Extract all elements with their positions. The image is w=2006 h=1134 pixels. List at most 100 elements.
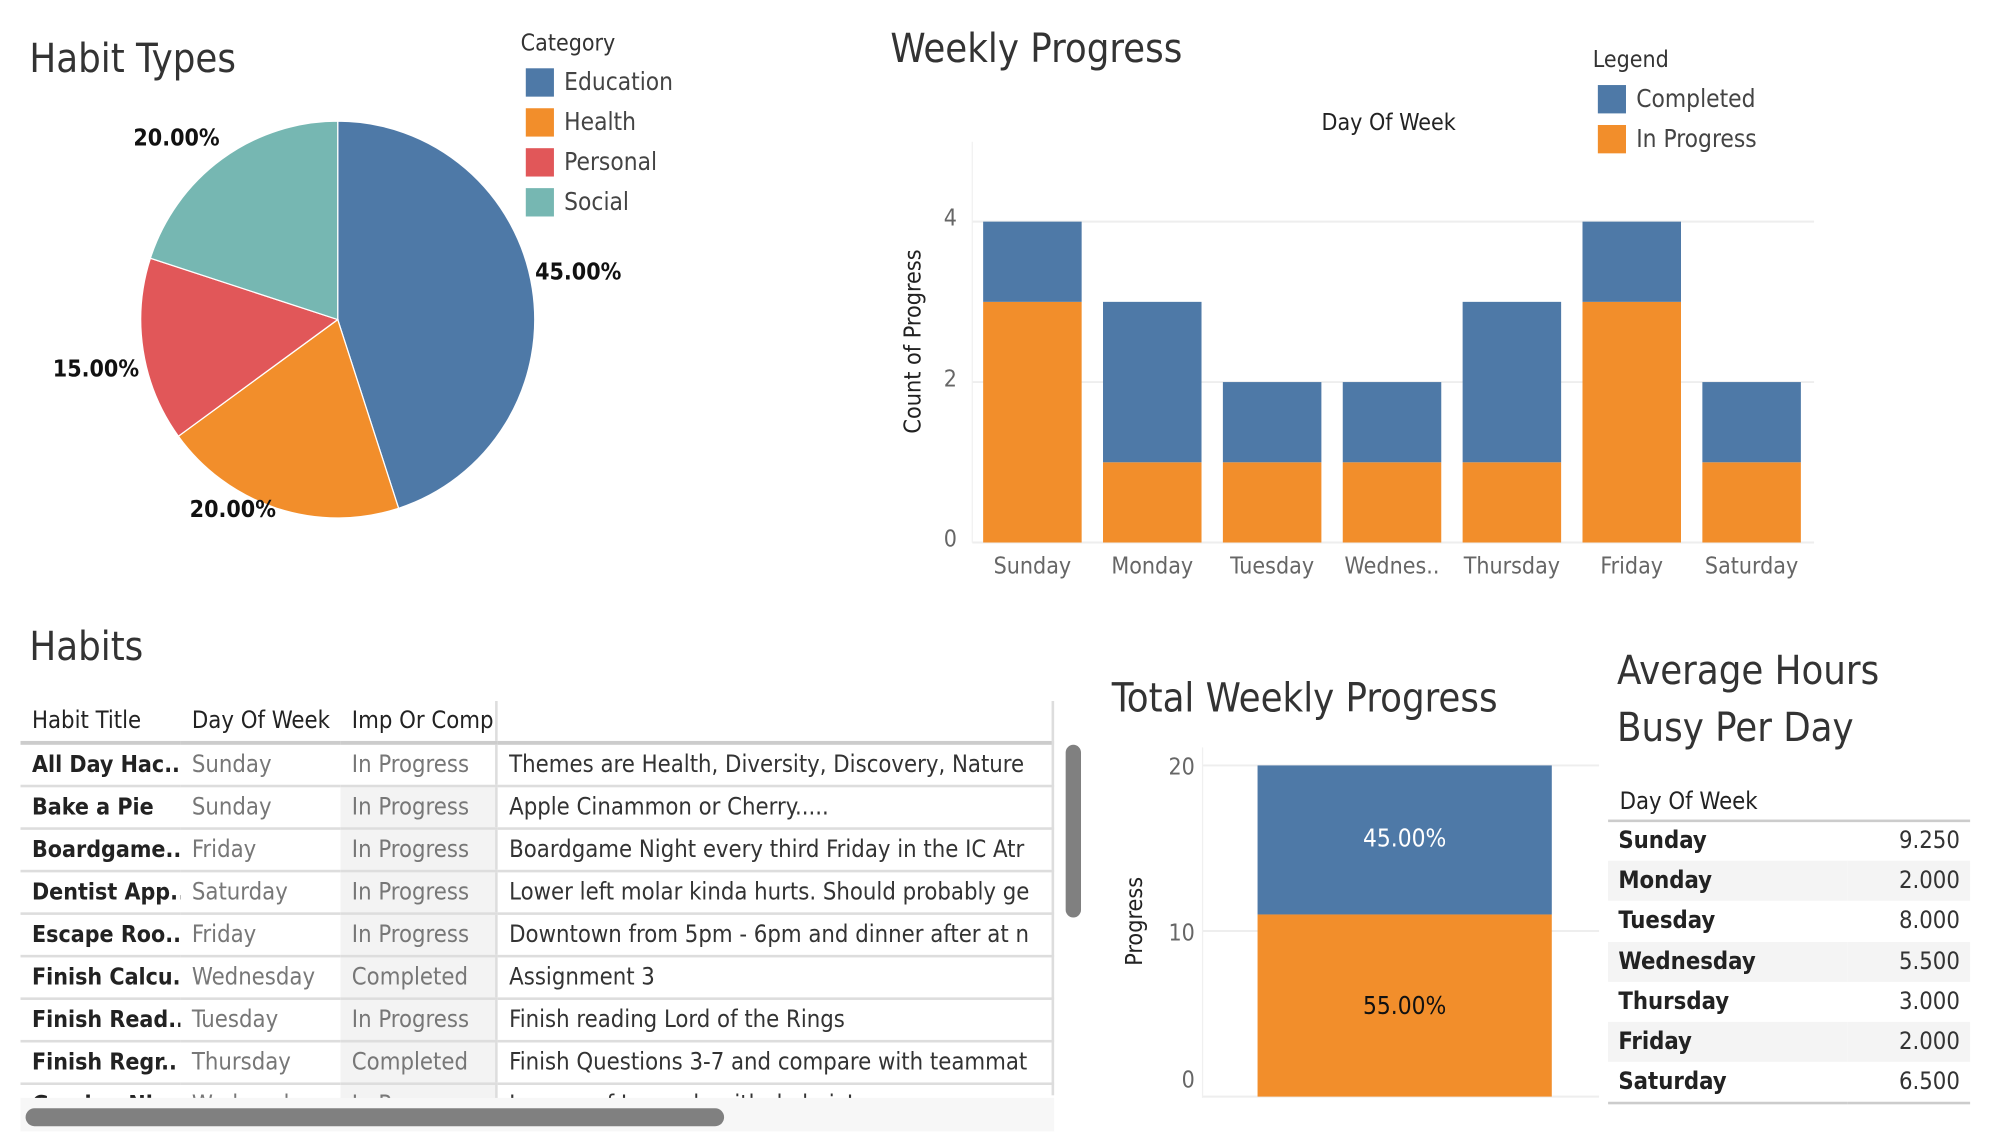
- bar-in-progress-saturday[interactable]: [1702, 462, 1801, 543]
- avg-header-rule: [1608, 819, 1971, 823]
- legend-social[interactable]: Social: [525, 188, 630, 217]
- y-tick: 10: [1168, 920, 1195, 948]
- table-row[interactable]: Escape Roo.. Friday In Progress Downtown fr…: [20, 913, 1055, 958]
- bar-in-progress-sunday[interactable]: [983, 301, 1082, 543]
- pie-slice-education[interactable]: [337, 120, 536, 510]
- bar-in-progress-thursday[interactable]: [1462, 462, 1562, 543]
- col-imp-or-comp[interactable]: Imp Or Comp: [340, 700, 497, 745]
- status-cell: In Progress: [340, 871, 497, 915]
- status-cell: In Progress: [340, 1083, 497, 1101]
- col-habit-title[interactable]: Habit Title: [20, 700, 181, 745]
- avg-day-cell: Thursday: [1618, 988, 1730, 1016]
- weekly-legend-title: Legend: [1592, 46, 1669, 74]
- habit-title-cell: All Day Hac..: [20, 742, 181, 788]
- y-tick: 20: [1168, 753, 1195, 781]
- bar-completed-tuesday[interactable]: [1222, 382, 1322, 463]
- notes-cell: Themes are Health, Diversity, Discovery,…: [495, 742, 1055, 788]
- notes-cell: Finish Questions 3-7 and compare with te…: [495, 1041, 1055, 1086]
- avg-row[interactable]: Saturday 6.500: [1608, 1062, 1970, 1103]
- avg-col-day-of-week[interactable]: Day Of Week: [1619, 788, 1758, 816]
- pie-slice-label: 45.00%: [535, 260, 621, 286]
- vertical-scrollbar[interactable]: [1065, 744, 1082, 918]
- table-row[interactable]: Gaming Nig..WednesdayIn ProgressLeague o…: [20, 1083, 1055, 1101]
- x-tick-label: Monday: [1111, 552, 1194, 580]
- avg-hours-title-line2: Busy Per Day: [1617, 704, 1854, 752]
- bar-completed-sunday[interactable]: [983, 221, 1082, 302]
- table-row[interactable]: Finish Regr.. Thursday Completed Finish Que…: [20, 1041, 1055, 1086]
- bar-completed-thursday[interactable]: [1462, 301, 1562, 463]
- table-divider: [1051, 700, 1055, 1096]
- table-row[interactable]: Bake a Pie Sunday In Progress Apple Cinammo…: [20, 786, 1055, 830]
- total-bar-in-progress[interactable]: [1257, 914, 1552, 1097]
- total-weekly-title: Total Weekly Progress: [1111, 675, 1498, 722]
- status-cell: Completed: [340, 956, 497, 1000]
- habit-title-cell: Gaming Nig..: [20, 1083, 181, 1101]
- legend-label: Personal: [564, 148, 658, 177]
- notes-cell: Boardgame Night every third Friday in th…: [495, 828, 1055, 873]
- bar-in-progress-tuesday[interactable]: [1222, 462, 1322, 543]
- legend-label: Health: [564, 108, 636, 137]
- legend-label: Completed: [1636, 85, 1756, 114]
- legend-completed[interactable]: Completed: [1597, 85, 1756, 114]
- legend-personal[interactable]: Personal: [525, 148, 658, 177]
- habit-title-cell: Bake a Pie: [20, 786, 181, 830]
- legend-swatch: [525, 108, 554, 137]
- completed-swatch: [1597, 85, 1626, 114]
- bar-in-progress-monday[interactable]: [1103, 462, 1202, 543]
- habit-title-cell: Finish Regr..: [20, 1041, 181, 1086]
- avg-hours-cell: 3.000: [1898, 988, 1960, 1016]
- day-cell: Friday: [180, 913, 341, 958]
- status-cell: In Progress: [340, 786, 497, 830]
- x-tick-label: Sunday: [993, 552, 1072, 580]
- bar-in-progress-wednes..[interactable]: [1342, 462, 1442, 543]
- in-progress-percent-label: 55.00%: [1362, 992, 1447, 1021]
- pie-slice-label: 15.00%: [53, 356, 139, 382]
- pie-slice-label: 20.00%: [133, 126, 219, 152]
- pie-slice-personal[interactable]: [140, 257, 340, 438]
- legend-swatch: [525, 68, 554, 97]
- avg-row[interactable]: Friday 2.000: [1608, 1021, 1971, 1062]
- bar-completed-monday[interactable]: [1103, 301, 1202, 463]
- y-tick: 4: [943, 204, 957, 232]
- table-row[interactable]: Finish Calcu.. Wednesday Completed Assignme…: [20, 956, 1055, 1000]
- col-notes: [495, 700, 1055, 745]
- pie-slice-label: 20.00%: [190, 497, 276, 523]
- table-row[interactable]: Boardgame.. Friday In Progress Boardgame Ni…: [20, 828, 1055, 873]
- avg-day-cell: Friday: [1608, 1021, 1847, 1062]
- col-day-of-week[interactable]: Day Of Week: [180, 700, 341, 745]
- table-row[interactable]: Dentist App.. Saturday In Progress Lower le…: [20, 871, 1055, 915]
- bar-in-progress-friday[interactable]: [1582, 301, 1682, 543]
- y-tick: 2: [943, 365, 957, 393]
- avg-row[interactable]: Thursday 3.000: [1608, 982, 1970, 1022]
- avg-row[interactable]: Monday 2.000: [1608, 861, 1971, 902]
- pie-slice-health[interactable]: [177, 318, 400, 519]
- legend-health[interactable]: Health: [525, 108, 636, 137]
- day-cell: Sunday: [180, 786, 341, 830]
- habit-types-title: Habit Types: [29, 36, 236, 83]
- x-tick-label: Tuesday: [1230, 552, 1315, 580]
- avg-row[interactable]: Wednesday 5.500: [1608, 941, 1971, 982]
- bar-completed-friday[interactable]: [1582, 221, 1682, 302]
- avg-day-cell: Tuesday: [1618, 907, 1716, 935]
- y-tick: 0: [943, 525, 957, 553]
- x-tick-label: Thursday: [1463, 552, 1561, 580]
- day-cell: Wednesday: [180, 956, 341, 1000]
- status-cell: In Progress: [340, 998, 497, 1043]
- avg-day-cell: Monday: [1608, 861, 1847, 902]
- total-bar-completed[interactable]: [1257, 765, 1552, 915]
- table-row[interactable]: Finish Read.. Tuesday In Progress Finish re…: [20, 998, 1055, 1043]
- legend-education[interactable]: Education: [525, 68, 674, 97]
- avg-row[interactable]: Sunday 9.250: [1608, 821, 1970, 861]
- avg-row[interactable]: Tuesday 8.000: [1608, 901, 1970, 941]
- bar-completed-wednes..[interactable]: [1342, 382, 1442, 463]
- legend-label: Education: [564, 68, 674, 97]
- day-cell: Tuesday: [180, 998, 341, 1043]
- legend-in-progress[interactable]: In Progress: [1597, 124, 1757, 154]
- table-row[interactable]: All Day Hac.. Sunday In Progress Themes are…: [20, 742, 1055, 788]
- avg-hours-cell: 2.000: [1846, 861, 1971, 902]
- status-cell: In Progress: [340, 828, 497, 873]
- horizontal-scrollbar[interactable]: [25, 1108, 725, 1127]
- pie-slice-social[interactable]: [149, 120, 339, 321]
- bar-completed-saturday[interactable]: [1702, 382, 1801, 463]
- legend-label: Social: [564, 188, 630, 217]
